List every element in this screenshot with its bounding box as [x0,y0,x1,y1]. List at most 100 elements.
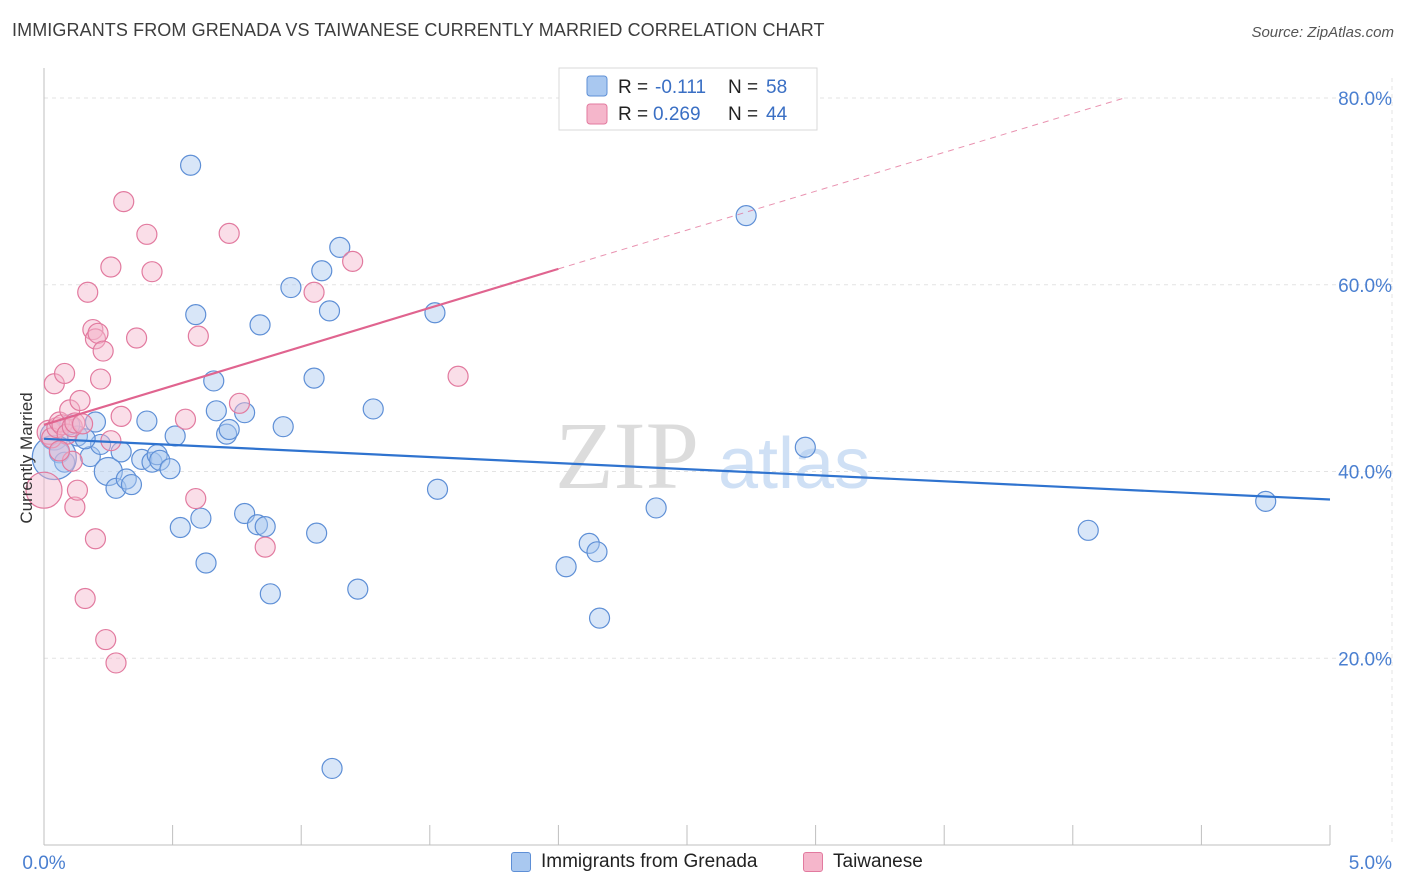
data-point [1077,519,1099,541]
trend-line-grenada [43,437,1331,501]
legend-r-value-1: -0.111 [655,77,706,98]
source-note: Source: ZipAtlas.com [1251,24,1394,41]
legend-n-value-1: 58 [766,77,787,98]
data-point [195,552,217,574]
data-point [66,479,89,501]
data-point [280,276,302,299]
legend-swatch-pink [586,103,608,125]
data-point [120,473,143,496]
data-point [84,328,107,350]
y-tick-label: 60.0% [1338,276,1392,297]
data-point [64,496,86,518]
data-point [136,410,158,432]
data-point [254,515,276,538]
x-tick-label-end: 5.0% [1349,853,1392,874]
data-point [588,607,611,629]
data-point [578,532,600,554]
x-tick-label-start: 0.0% [22,853,65,874]
data-point [303,281,325,303]
legend-box: R = -0.111 N = 58 R = 0.269 N = 44 [558,67,818,131]
data-point [53,362,76,385]
y-tick-label: 20.0% [1338,649,1392,670]
data-point [249,314,271,336]
series-taiwanese-points [25,191,469,674]
data-point [426,478,449,500]
bottom-legend-label-grenada: Immigrants from Grenada [541,851,758,872]
data-point [89,368,112,390]
data-point [329,236,351,258]
data-point [105,652,127,674]
tick-labels: 20.0% 40.0% 60.0% 80.0% 0.0% 5.0% [22,89,1392,874]
data-point [100,256,122,278]
bottom-legend-label-taiwanese: Taiwanese [833,851,923,872]
data-point [125,327,148,349]
data-point [159,458,181,480]
data-point [180,154,202,176]
data-point [141,261,163,283]
legend-swatch-blue [586,75,608,97]
data-point [306,522,328,544]
bottom-legend-taiwanese: Taiwanese [803,851,923,873]
data-point [190,507,212,529]
y-axis-label: Currently Married [17,392,36,523]
data-point [48,440,71,462]
data-point [95,628,117,651]
data-point [110,405,132,428]
watermark-atlas: atlas [718,424,870,504]
legend-r-value-2: 0.269 [653,104,701,125]
data-point [84,528,107,550]
data-point [246,514,269,536]
data-point [218,222,240,244]
y-tick-label: 80.0% [1338,89,1392,110]
data-point [25,471,63,509]
data-point [92,340,114,362]
data-point [69,389,91,412]
data-point [362,398,384,420]
data-point [228,392,251,414]
data-point [735,205,757,227]
data-point [645,497,667,519]
data-point [185,304,207,326]
trend-line-taiwanese [43,267,559,426]
chart-title: IMMIGRANTS FROM GRENADA VS TAIWANESE CUR… [12,20,825,40]
data-point [311,260,333,282]
data-point [53,451,76,473]
data-point [447,365,469,387]
data-point [74,587,96,610]
data-point [259,583,281,605]
data-point [185,487,207,510]
data-point [272,416,294,438]
data-point [113,191,135,213]
data-point [555,556,577,578]
trend-lines [43,97,1331,501]
watermark: ZIP atlas [555,402,870,509]
axes [43,68,1331,846]
data-point [136,223,158,245]
watermark-zip: ZIP [555,402,699,509]
grid-lines [44,78,1393,845]
data-point [87,322,109,344]
legend-r-label-2: R = [618,104,648,125]
bottom-legend-swatch-blue [511,852,531,872]
data-point [586,541,608,563]
data-point [169,516,191,539]
legend-n-value-2: 44 [766,104,788,125]
legend-n-label-1: N = [728,77,758,98]
bottom-legend-swatch-pink [803,852,823,872]
data-point [71,413,94,435]
data-point [174,408,197,430]
data-point [77,281,99,303]
data-point [205,400,227,422]
data-point [1255,490,1277,512]
y-tick-label: 40.0% [1338,463,1392,484]
data-point [318,300,341,322]
data-point [218,418,240,441]
bottom-legend-grenada: Immigrants from Grenada [511,851,757,873]
legend-r-label-1: R = [618,77,648,98]
legend-n-label-2: N = [728,104,758,125]
data-point [254,536,276,558]
data-point [342,250,364,273]
data-point [303,367,325,389]
data-point [187,325,209,347]
